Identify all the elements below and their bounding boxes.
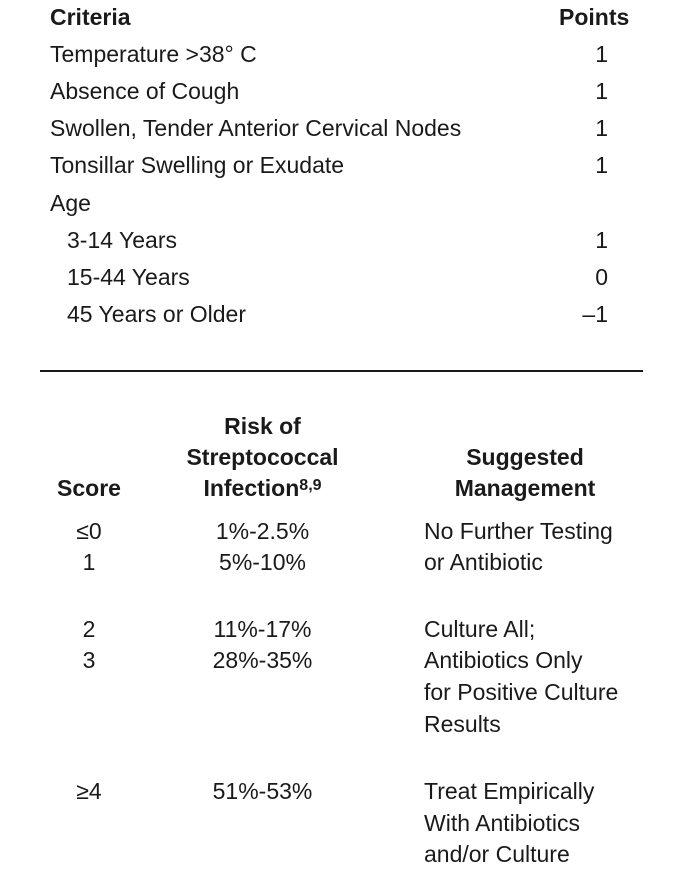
risk-header-line: Infection8,9	[160, 475, 365, 502]
risk-value: 1%-2.5%	[215, 518, 310, 544]
risk-header-text: Infection	[203, 475, 300, 501]
risk-value: 51%-53%	[212, 778, 313, 804]
risk-value: 11%-17%	[213, 616, 312, 642]
risk-value: 5%-10%	[219, 549, 306, 575]
management-header-line: Suggested	[466, 444, 584, 470]
risk-header-line: Streptococcal	[186, 444, 339, 470]
score-header: Score	[57, 475, 121, 501]
management-text: With Antibiotics	[424, 810, 580, 836]
criteria-row-points: 1	[595, 227, 608, 253]
reference-superscript: 8,9	[299, 477, 322, 494]
criteria-row-label: Swollen, Tender Anterior Cervical Nodes	[50, 115, 462, 141]
points-header: Points	[559, 4, 630, 30]
management-text: Treat Empirically	[424, 778, 595, 804]
management-text: Culture All;	[424, 616, 536, 642]
management-text: No Further Testing	[424, 518, 613, 544]
criteria-row-points: 1	[595, 78, 608, 104]
criteria-row-label: Temperature >38° C	[50, 41, 257, 67]
score-value: 2	[82, 616, 96, 642]
management-text: for Positive Culture	[424, 679, 619, 705]
score-value: 1	[82, 549, 96, 575]
criteria-row-label: Tonsillar Swelling or Exudate	[50, 152, 345, 178]
management-text: Results	[424, 711, 501, 737]
score-value: ≥4	[76, 778, 102, 804]
criteria-row-label: 15-44 Years	[67, 264, 190, 290]
score-value: 3	[82, 647, 96, 673]
criteria-row-points: –1	[582, 301, 608, 327]
criteria-row-label: 45 Years or Older	[67, 301, 247, 327]
criteria-row-points: 1	[595, 152, 608, 178]
section-divider	[40, 370, 643, 372]
criteria-row-label: 3-14 Years	[67, 227, 177, 253]
criteria-row-points: 1	[595, 115, 608, 141]
risk-header-line: Risk of	[224, 413, 301, 439]
management-text: Antibiotics Only	[424, 647, 583, 673]
management-header-line: Management	[454, 475, 596, 501]
risk-value: 28%-35%	[212, 647, 313, 673]
criteria-row-label: Absence of Cough	[50, 78, 240, 104]
score-value: ≤0	[76, 518, 102, 544]
criteria-header: Criteria	[50, 4, 131, 30]
management-text: or Antibiotic	[424, 549, 543, 575]
criteria-row-label: Age	[50, 190, 91, 216]
management-text: and/or Culture	[424, 841, 570, 867]
criteria-row-points: 0	[595, 264, 608, 290]
criteria-row-points: 1	[595, 41, 608, 67]
